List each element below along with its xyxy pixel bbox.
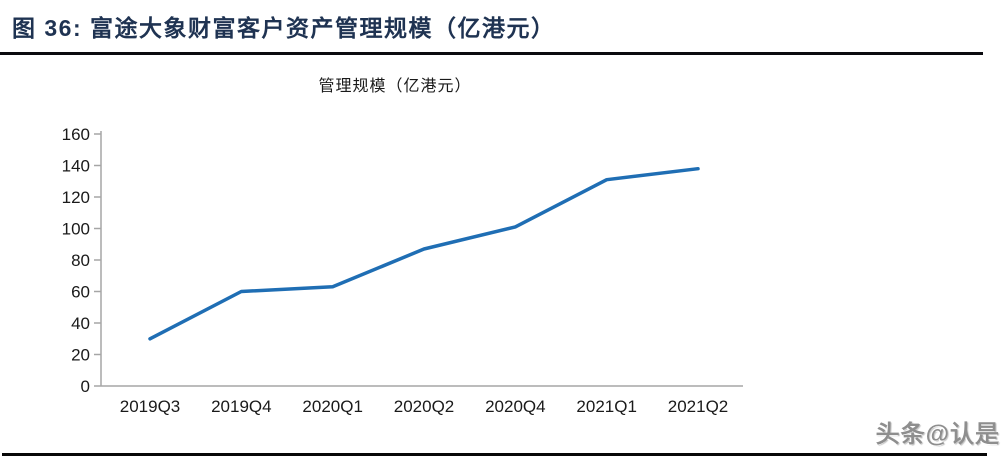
y-tick-label: 100	[62, 220, 90, 239]
x-tick-label: 2021Q1	[576, 397, 637, 416]
y-tick-label: 60	[71, 283, 90, 302]
x-tick-label: 2020Q2	[394, 397, 455, 416]
y-tick-label: 20	[71, 346, 90, 365]
y-tick-label: 160	[62, 125, 90, 144]
y-tick-label: 0	[81, 377, 90, 396]
x-tick-label: 2020Q1	[302, 397, 363, 416]
chart-title: 管理规模（亿港元）	[318, 78, 472, 95]
x-tick-label: 2020Q4	[485, 397, 546, 416]
figure-title: 图 36: 富途大象财富客户资产管理规模（亿港元）	[12, 15, 556, 41]
x-tick-label: 2019Q3	[120, 397, 181, 416]
y-tick-label: 40	[71, 314, 90, 333]
data-line-series	[148, 166, 700, 341]
title-underline	[0, 52, 983, 55]
y-tick-label: 80	[71, 251, 90, 270]
x-tick-label: 2019Q4	[211, 397, 272, 416]
y-tick-label: 140	[62, 157, 90, 176]
bottom-rule	[2, 453, 987, 456]
y-tick-label: 120	[62, 188, 90, 207]
watermark: 头条@认是	[875, 421, 1000, 448]
x-tick-label: 2021Q2	[668, 397, 729, 416]
